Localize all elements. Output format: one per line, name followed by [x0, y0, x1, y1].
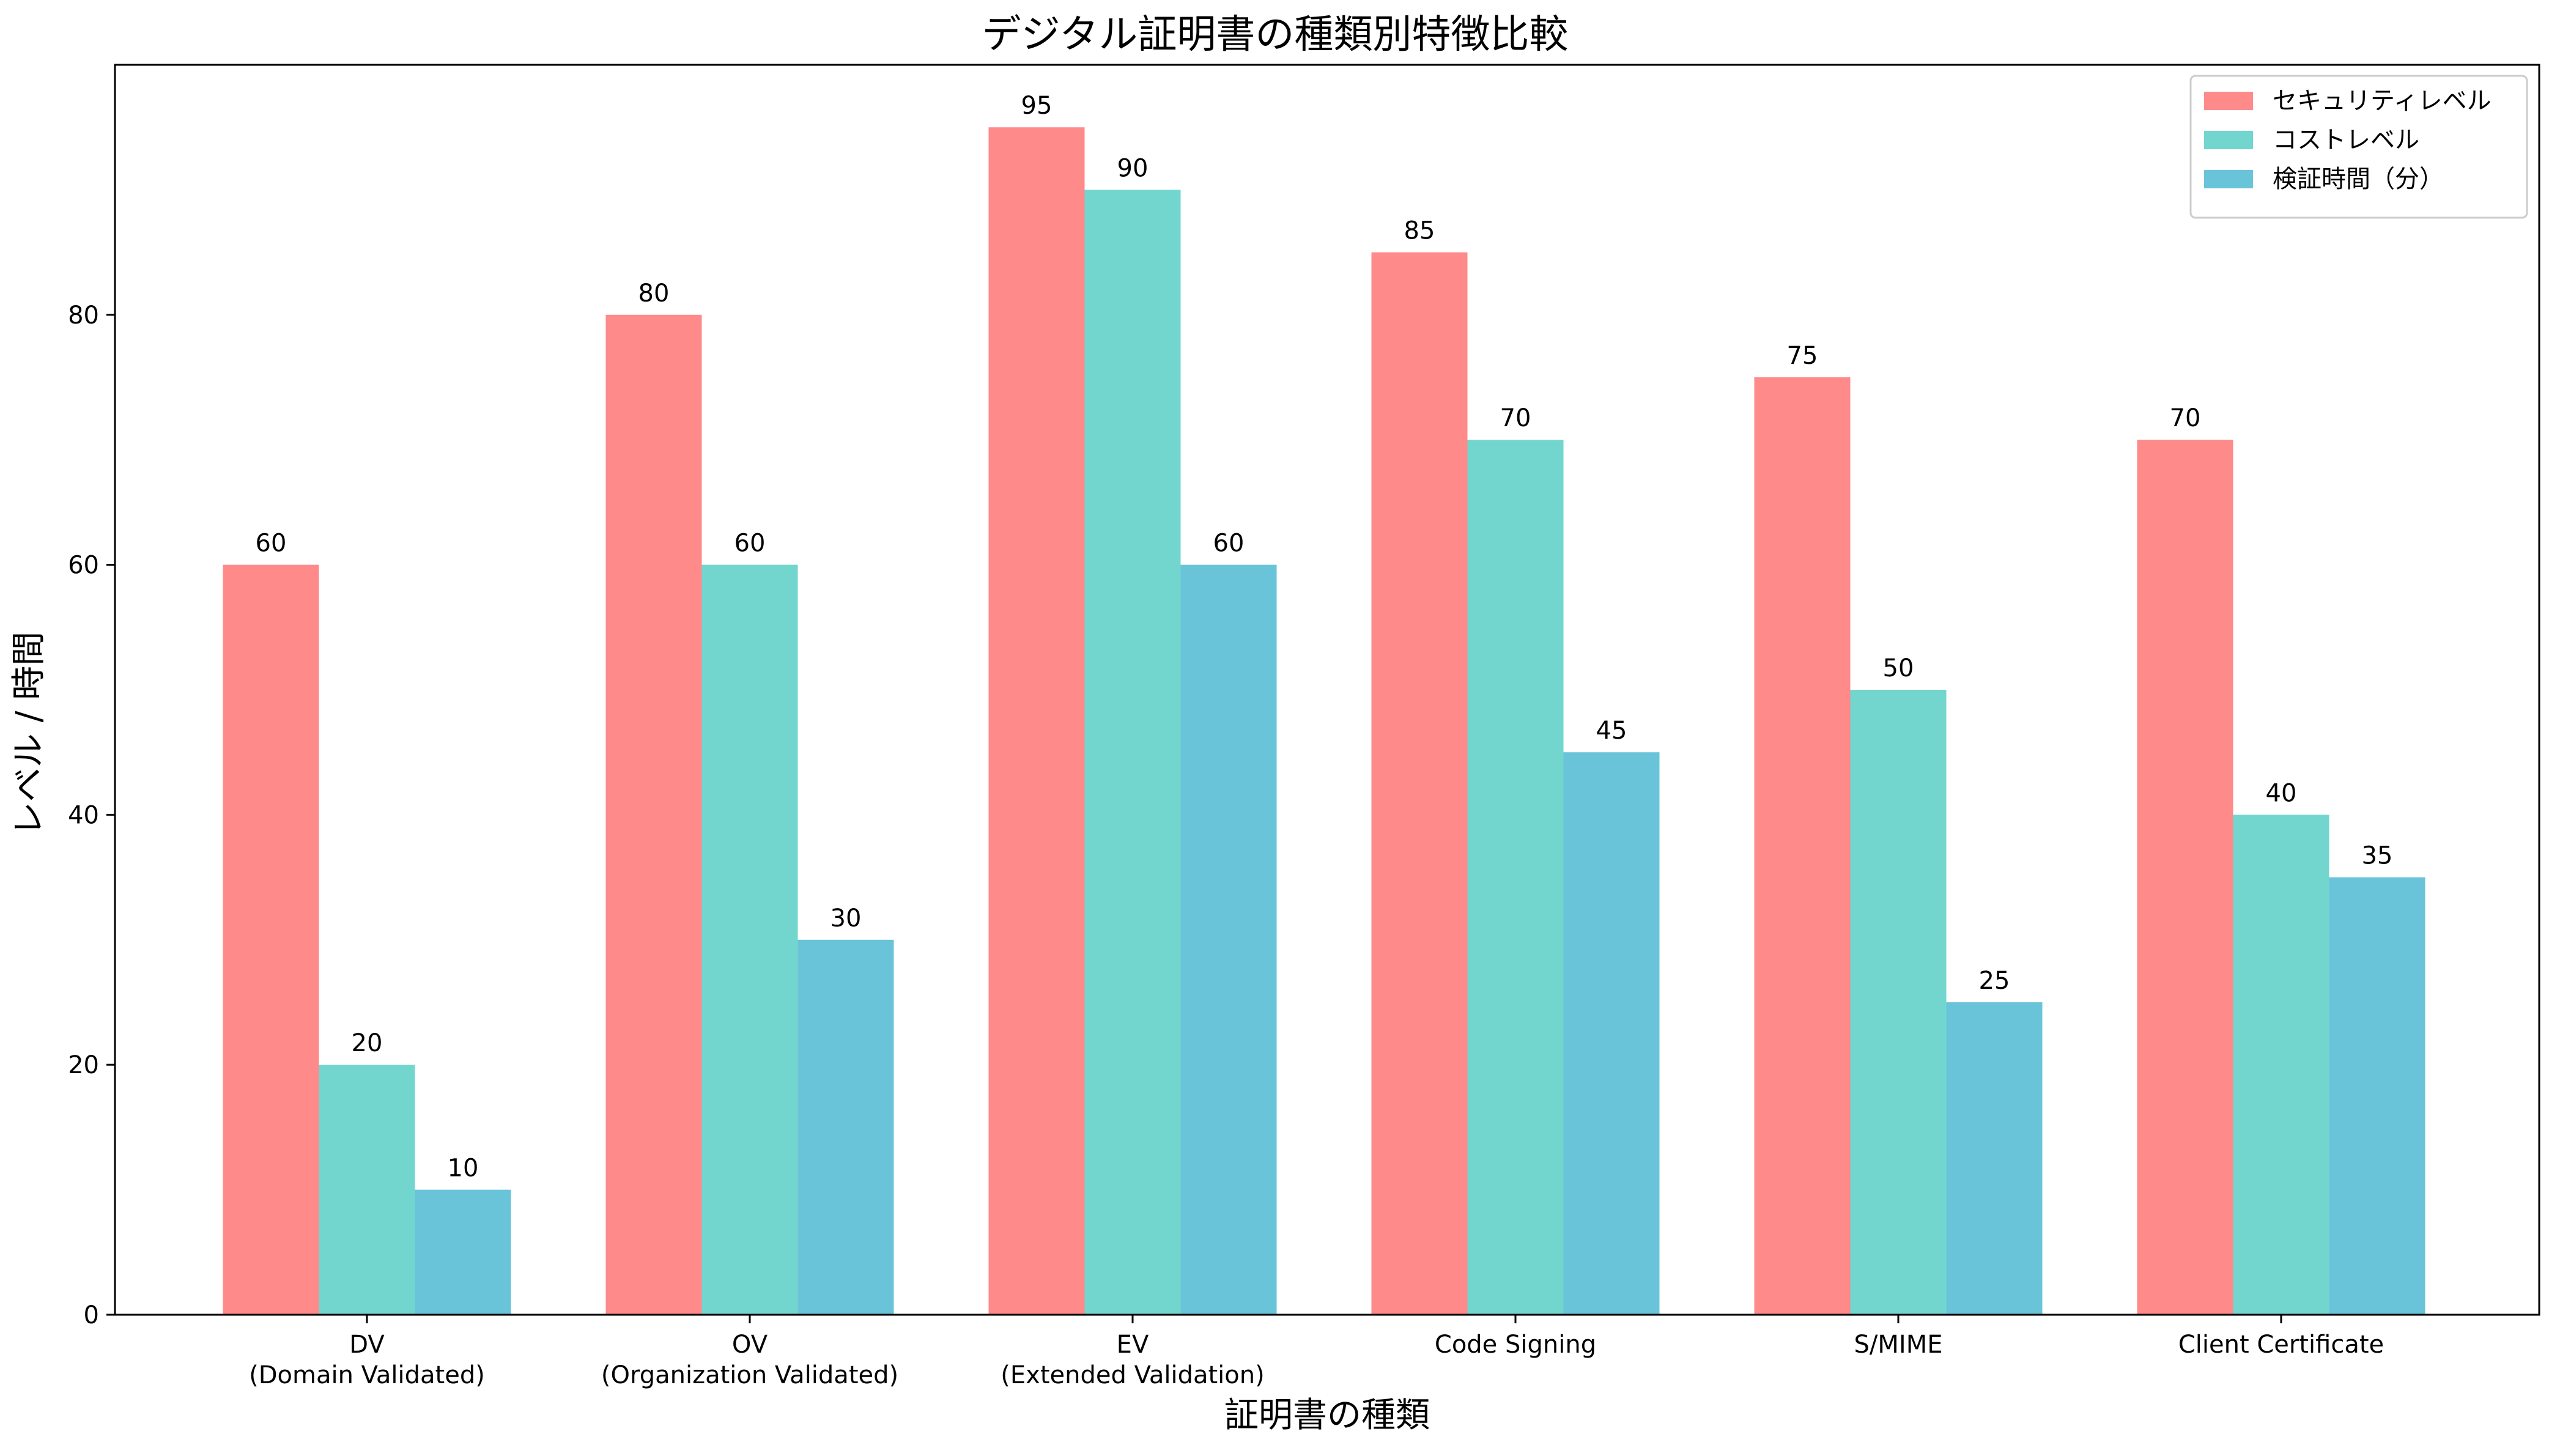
legend-swatch-0	[2204, 92, 2253, 110]
bar-検証時間（分）-4	[1946, 1002, 2043, 1315]
bars-layer	[223, 127, 2425, 1315]
plot-frame	[114, 64, 2540, 1316]
bar-セキュリティレベル-3	[1371, 252, 1468, 1315]
value-label-1-3: 70	[1500, 404, 1531, 432]
value-label-1-1: 60	[734, 530, 766, 558]
y-axis-title: レベル / 時間	[9, 632, 49, 836]
x-tick-label-3: Code Signing	[1435, 1331, 1596, 1359]
value-label-1-2: 90	[1117, 154, 1149, 182]
x-tick-label-2: EV (Extended Validation)	[1001, 1331, 1264, 1389]
bar-コストレベル-3	[1467, 440, 1564, 1315]
value-label-2-4: 25	[1979, 967, 2010, 995]
legend-swatch-1	[2204, 131, 2253, 149]
legend-label-2: 検証時間（分）	[2273, 165, 2444, 193]
x-tick-label-5: Client Certificate	[2178, 1331, 2384, 1359]
y-tick-label-3: 60	[68, 552, 99, 580]
chart-title: デジタル証明書の種類別特徴比較	[982, 12, 1569, 57]
bar-検証時間（分）-5	[2329, 877, 2425, 1315]
bar-コストレベル-2	[1084, 190, 1181, 1315]
bar-コストレベル-1	[701, 564, 798, 1315]
value-label-1-5: 40	[2266, 779, 2297, 807]
bar-検証時間（分）-1	[797, 939, 894, 1315]
bar-コストレベル-0	[319, 1065, 415, 1315]
bar-コストレベル-4	[1850, 690, 1947, 1315]
legend-swatch-2	[2204, 170, 2253, 188]
value-label-2-1: 30	[831, 904, 862, 933]
x-tick-label-0: DV (Domain Validated)	[249, 1331, 485, 1389]
value-label-0-4: 75	[1787, 342, 1818, 370]
bar-コストレベル-5	[2233, 815, 2329, 1315]
y-tick-label-4: 80	[68, 301, 99, 330]
value-label-1-4: 50	[1883, 654, 1914, 682]
bar-セキュリティレベル-1	[605, 314, 702, 1315]
value-label-0-1: 80	[638, 279, 670, 308]
value-label-0-0: 60	[256, 530, 287, 558]
x-tick-label-4: S/MIME	[1854, 1331, 1943, 1359]
value-label-2-2: 60	[1213, 530, 1245, 558]
legend-label-1: コストレベル	[2273, 126, 2419, 154]
value-labels-layer: 60 20 10 80 60 30 95 90 60 85 70 45 75 50 25 70 40 35	[256, 92, 2393, 1182]
x-tick-label-1: OV (Organization Validated)	[601, 1331, 898, 1389]
bar-セキュリティレベル-5	[2137, 440, 2233, 1315]
value-label-2-0: 10	[448, 1155, 479, 1183]
value-label-0-5: 70	[2170, 404, 2201, 432]
x-axis-title: 証明書の種類	[1224, 1395, 1430, 1435]
legend-label-0: セキュリティレベル	[2273, 87, 2492, 115]
bar-セキュリティレベル-0	[223, 564, 319, 1315]
value-label-2-5: 35	[2362, 842, 2393, 870]
value-label-0-2: 95	[1021, 92, 1053, 120]
bar-検証時間（分）-0	[415, 1189, 511, 1315]
value-label-0-3: 85	[1404, 217, 1435, 245]
bar-セキュリティレベル-2	[988, 127, 1085, 1315]
y-tick-label-0: 0	[84, 1301, 99, 1329]
legend-box	[2189, 75, 2528, 219]
value-label-2-3: 45	[1596, 717, 1627, 745]
y-tick-label-1: 20	[68, 1051, 99, 1079]
value-label-1-0: 20	[352, 1029, 383, 1057]
axes-layer: 0 20 40 60 80 DV (Domain Validated) OV (Organiza…	[68, 64, 2540, 1389]
bar-検証時間（分）-3	[1563, 752, 1660, 1315]
y-tick-label-2: 40	[68, 801, 99, 829]
bar-セキュリティレベル-4	[1754, 377, 1851, 1315]
bar-検証時間（分）-2	[1180, 564, 1277, 1315]
